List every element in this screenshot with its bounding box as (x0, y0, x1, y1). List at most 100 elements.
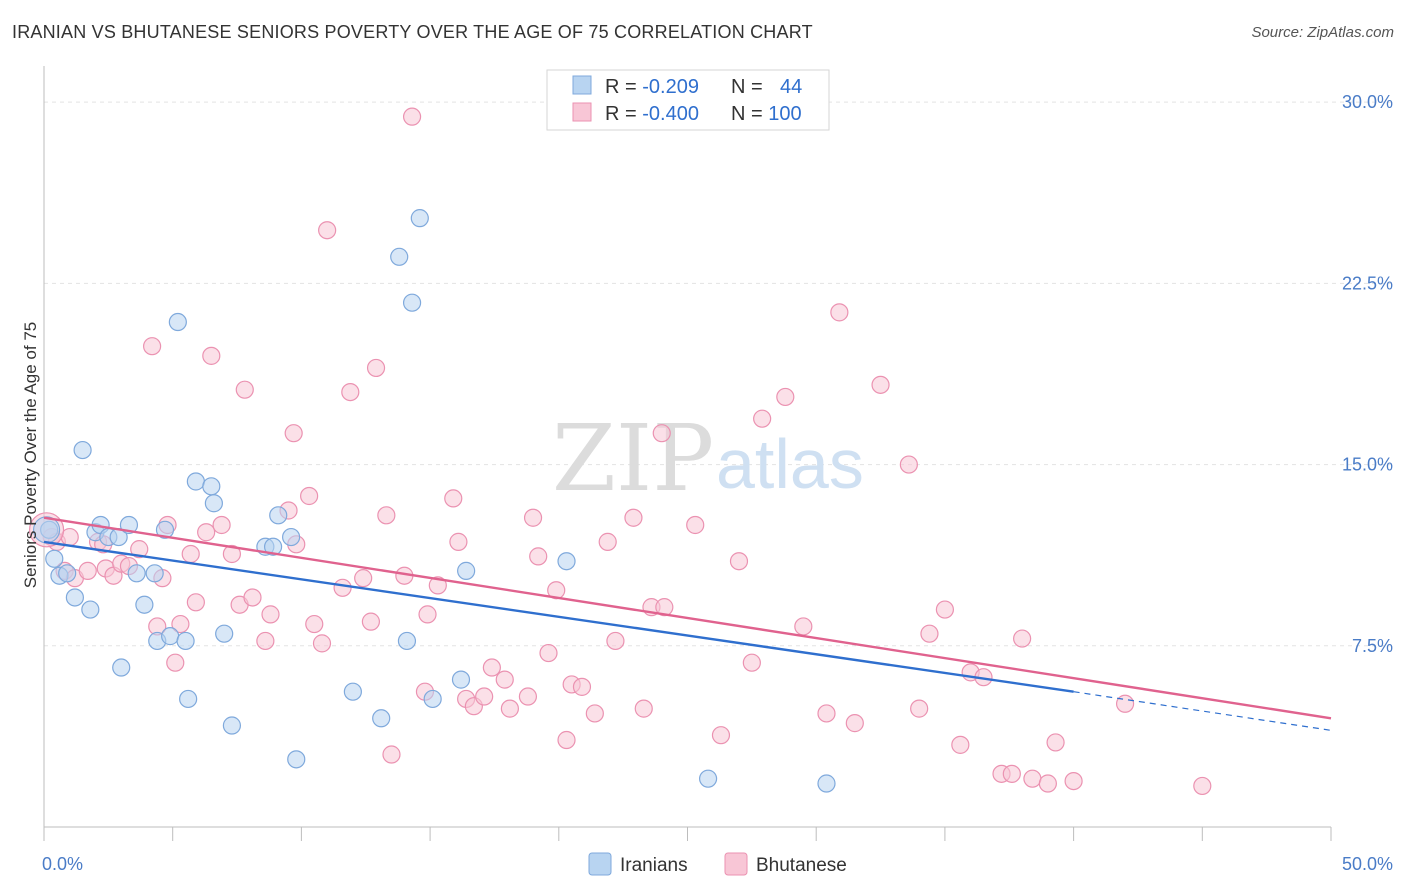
data-point-iranians (402, 293, 422, 312)
data-point-bhutanese (1064, 771, 1083, 791)
legend-n-label-bhutanese: N = (731, 103, 768, 125)
data-point-iranians (222, 716, 242, 735)
source-note: Source: ZipAtlas.com (1251, 24, 1394, 41)
data-point-iranians (186, 472, 205, 491)
data-point-bhutanese (1038, 774, 1057, 793)
data-point-bhutanese (495, 670, 514, 689)
data-point-bhutanese (935, 600, 955, 619)
data-point-iranians (112, 658, 131, 677)
data-point-iranians (423, 689, 442, 709)
trend-lines (43, 516, 1332, 731)
y-tick-labels: 7.5% 15.0% 22.5% 30.0% (1342, 92, 1393, 656)
data-point-iranians (73, 440, 92, 460)
data-point-iranians (817, 774, 836, 793)
data-point-bhutanese (585, 704, 604, 723)
data-point-bhutanese (1115, 694, 1135, 713)
data-point-bhutanese (518, 687, 538, 706)
data-point-bhutanese (624, 508, 643, 527)
data-point-bhutanese (318, 221, 337, 240)
watermark: ZIP atlas (552, 405, 864, 512)
data-point-iranians (135, 595, 154, 614)
data-point-bhutanese (652, 424, 671, 443)
data-point-iranians (65, 588, 84, 607)
data-point-bhutanese (143, 337, 162, 356)
data-point-bhutanese (202, 346, 221, 365)
y-tick-label: 15.0% (1342, 455, 1393, 475)
y-tick-label: 22.5% (1342, 273, 1393, 293)
trend-line-bhutanese (43, 516, 1332, 720)
data-point-bhutanese (197, 523, 216, 542)
data-point-bhutanese (366, 358, 386, 378)
data-point-bhutanese (261, 605, 280, 624)
data-point-iranians (58, 564, 77, 583)
data-point-iranians (215, 624, 234, 643)
legend-r-value-iranians: -0.209 (642, 76, 699, 98)
bottom-legend-swatch-bhutanese (724, 852, 748, 876)
bottom-legend-label-iranians: Iranians (620, 855, 688, 876)
legend-n-value-bhutanese: 100 (768, 103, 801, 125)
data-point-bhutanese (181, 544, 200, 564)
data-point-bhutanese (523, 508, 543, 527)
x-tick-label-min: 0.0% (42, 854, 83, 874)
chart-title: IRANIAN VS BHUTANESE SENIORS POVERTY OVE… (12, 22, 813, 42)
data-point-iranians (168, 312, 187, 332)
axes (43, 66, 1332, 841)
data-point-bhutanese (449, 532, 468, 551)
data-point-iranians (282, 527, 301, 547)
data-point-bhutanese (377, 506, 396, 525)
data-point-iranians (451, 670, 471, 689)
data-point-bhutanese (951, 735, 970, 754)
data-point-bhutanese (1013, 629, 1032, 648)
data-point-bhutanese (729, 552, 749, 571)
data-point-iranians (204, 494, 223, 513)
series-iranians-points (32, 209, 836, 793)
data-point-bhutanese (500, 699, 519, 718)
data-point-bhutanese (402, 107, 422, 126)
data-point-bhutanese (711, 726, 731, 745)
data-point-bhutanese (910, 699, 929, 718)
data-point-iranians (81, 600, 100, 619)
data-point-iranians (145, 564, 164, 583)
data-point-iranians (557, 552, 576, 571)
data-point-bhutanese (598, 532, 617, 551)
data-point-bhutanese (300, 486, 319, 506)
data-point-bhutanese (655, 598, 674, 617)
data-point-bhutanese (794, 617, 813, 636)
data-point-bhutanese (830, 303, 849, 322)
data-point-iranians (269, 506, 288, 525)
data-point-iranians (397, 631, 417, 651)
data-point-bhutanese (634, 699, 653, 718)
data-point-bhutanese (284, 424, 303, 443)
data-point-bhutanese (572, 677, 592, 696)
data-point-bhutanese (361, 612, 380, 631)
data-point-bhutanese (312, 634, 332, 653)
y-tick-label: 30.0% (1342, 92, 1393, 112)
data-point-bhutanese (482, 658, 501, 677)
data-point-bhutanese (899, 455, 918, 474)
data-point-bhutanese (871, 375, 890, 394)
series-bhutanese-points (28, 107, 1212, 796)
data-point-iranians (698, 769, 718, 788)
data-point-bhutanese (235, 380, 254, 399)
data-point-iranians (155, 520, 175, 539)
data-point-bhutanese (776, 387, 795, 407)
data-point-iranians (263, 537, 283, 556)
data-point-bhutanese (753, 409, 772, 428)
data-point-bhutanese (243, 588, 262, 607)
data-point-bhutanese (333, 578, 352, 597)
data-point-bhutanese (382, 745, 401, 764)
data-point-bhutanese (817, 704, 836, 723)
data-point-iranians (161, 627, 180, 646)
data-point-bhutanese (354, 569, 373, 588)
data-point-iranians (343, 682, 362, 701)
legend-swatch-iranians (572, 75, 592, 95)
trend-line-iranians (43, 540, 1074, 693)
data-point-bhutanese (341, 382, 360, 402)
data-point-iranians (202, 477, 221, 496)
data-point-iranians (372, 709, 391, 728)
svg-text:N =: N = (731, 76, 763, 98)
data-point-bhutanese (475, 687, 494, 706)
data-point-iranians (287, 750, 306, 769)
data-point-bhutanese (212, 515, 231, 535)
